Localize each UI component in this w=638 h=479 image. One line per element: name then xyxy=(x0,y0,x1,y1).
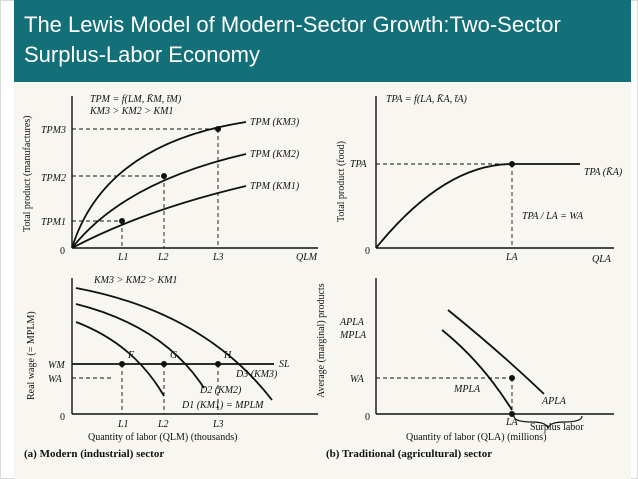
panel-a-caption: (a) Modern (industrial) sector xyxy=(24,448,164,460)
panel-a-top: TPM = f(LM, K̄M, t̄M) KM3 > KM2 > KM1 To… xyxy=(22,93,318,263)
curve-label-mpla: MPLA xyxy=(453,384,481,395)
panel-b-top: TPA = f(LA, K̄A, t̄A) Total product (foo… xyxy=(336,93,623,265)
curve-label-d1: D1 (KM1) = MPLM xyxy=(181,400,264,411)
curve-label-d3: D3 (KM3) xyxy=(235,369,278,380)
curve-apla xyxy=(447,309,545,395)
x-tick-la: LA xyxy=(505,252,519,263)
x-tick-l3: L3 xyxy=(212,419,224,430)
curve-label-km2: TPM (KM2) xyxy=(250,149,300,160)
surplus-labor-label: Surplus labor xyxy=(530,422,584,433)
formula-tpm: TPM = f(LM, K̄M, t̄M) xyxy=(90,93,182,105)
curve-label-d2: D2 (KM2) xyxy=(199,385,242,396)
x-tick-l2: L2 xyxy=(157,419,169,430)
point-h xyxy=(215,361,221,367)
figure-background xyxy=(14,82,631,479)
y-tick-wa: WA xyxy=(350,374,365,385)
y-tick-tpm1: TPM1 xyxy=(41,217,66,228)
y-tick-tpm2: TPM2 xyxy=(41,173,66,184)
point-tpm1 xyxy=(119,218,125,224)
y-tick-apla: APLA xyxy=(339,317,365,328)
label-average-product-wage: TPA / LA = WA xyxy=(522,211,584,222)
curve-d1 xyxy=(75,321,165,397)
curve-label-tpa: TPA (K̄A) xyxy=(584,166,623,178)
x-axis-label: Quantity of labor (QLA) (millions) xyxy=(406,432,547,443)
point-g xyxy=(161,361,167,367)
origin-label: 0 xyxy=(365,246,370,257)
x-tick-l3: L3 xyxy=(212,252,224,263)
origin-label: 0 xyxy=(60,412,65,423)
curve-label-km3: TPM (KM3) xyxy=(250,117,300,128)
curve-d2 xyxy=(75,303,205,389)
point-tpm2 xyxy=(161,173,167,179)
curve-mpla xyxy=(441,329,513,411)
formula-tpa: TPA = f(LA, K̄A, t̄A) xyxy=(386,93,468,105)
panel-b-bottom: Average (marginal) products APLA MPLA WA… xyxy=(316,278,614,460)
x-axis-label: QLM xyxy=(296,252,318,263)
origin-label: 0 xyxy=(60,246,65,257)
surplus-labor-brace xyxy=(513,415,583,430)
curve-label-km1: TPM (KM1) xyxy=(250,181,300,192)
y-tick-tpa: TPA xyxy=(350,159,367,170)
curve-label-apla: APLA xyxy=(541,396,567,407)
panel-b-caption: (b) Traditional (agricultural) sector xyxy=(326,448,492,460)
point-wa xyxy=(509,375,515,381)
y-tick-wm: WM xyxy=(48,360,65,371)
x-tick-la: LA xyxy=(505,417,519,428)
formula-km-order: KM3 > KM2 > KM1 xyxy=(93,275,178,286)
supply-label: SL xyxy=(279,359,290,370)
curve-d3 xyxy=(75,287,273,401)
x-tick-l1: L1 xyxy=(117,419,129,430)
y-tick-wa: WA xyxy=(48,374,63,385)
point-la xyxy=(509,411,515,417)
point-tpm3 xyxy=(215,126,221,132)
y-axis-label: Total product (food) xyxy=(336,141,347,222)
label-point-h: H xyxy=(223,350,232,361)
y-axis-label: Real wage (= MPLM) xyxy=(26,311,37,400)
lewis-model-figure: TPM = f(LM, K̄M, t̄M) KM3 > KM2 > KM1 To… xyxy=(14,82,631,479)
curve-tpm-km2 xyxy=(71,153,247,249)
y-tick-tpm3: TPM3 xyxy=(41,125,66,136)
curve-tpm-km1 xyxy=(71,185,247,249)
origin-label: 0 xyxy=(365,412,370,423)
label-point-g: G xyxy=(170,350,177,361)
x-tick-l1: L1 xyxy=(117,252,129,263)
slide-title: The Lewis Model of Modern-Sector Growth:… xyxy=(24,12,561,67)
x-axis-label: Quantity of labor (QLM) (thousands) xyxy=(88,432,237,443)
formula-km-order: KM3 > KM2 > KM1 xyxy=(89,106,174,117)
panel-a-bottom: KM3 > KM2 > KM1 Real wage (= MPLM) WM WA… xyxy=(24,275,318,460)
x-axis-label: QLA xyxy=(592,254,612,265)
y-axis-label: Total product (manufactures) xyxy=(22,116,33,232)
y-axis-label: Average (marginal) products xyxy=(316,283,327,398)
title-bar: The Lewis Model of Modern-Sector Growth:… xyxy=(14,0,631,82)
y-tick-mpla: MPLA xyxy=(339,330,367,341)
x-tick-l2: L2 xyxy=(157,252,169,263)
point-f xyxy=(119,361,125,367)
label-point-f: F xyxy=(127,350,135,361)
point-tpa xyxy=(509,161,515,167)
